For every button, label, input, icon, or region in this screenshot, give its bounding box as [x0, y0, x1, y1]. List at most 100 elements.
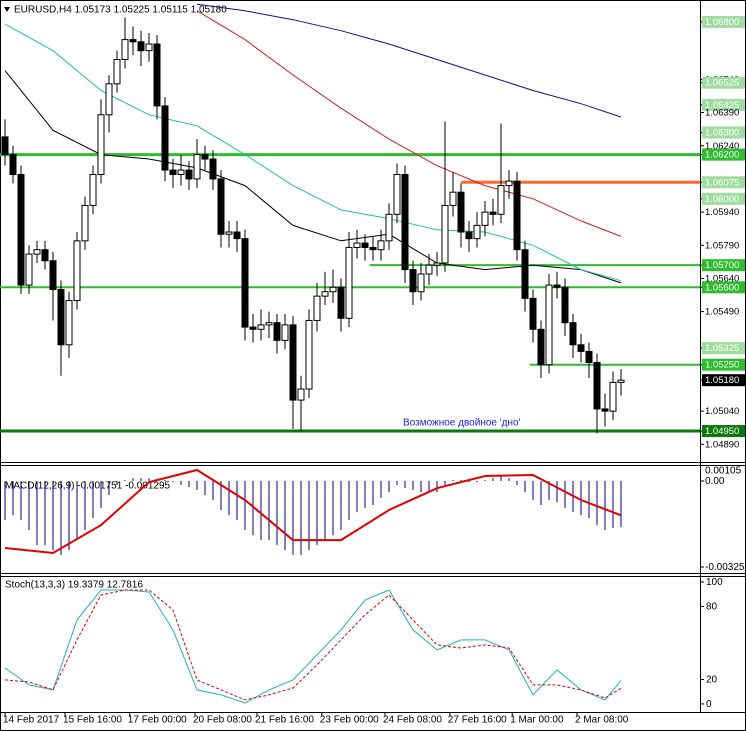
candle-body	[401, 174, 409, 271]
time-label: 15 Feb 16:00	[63, 715, 122, 726]
candle-body	[617, 379, 625, 383]
candle-body	[89, 174, 97, 206]
macd-scale-max: 0.00105	[705, 466, 742, 477]
symbol-menu-icon[interactable]	[4, 7, 10, 12]
candle-body	[441, 204, 449, 264]
candle-body	[201, 154, 209, 160]
candle-body	[73, 240, 81, 302]
price-label: 1.04890	[705, 439, 739, 450]
candle-body	[137, 41, 145, 52]
moving-average	[196, 10, 622, 237]
time-label: 27 Feb 16:00	[448, 715, 507, 726]
candle-body	[305, 319, 313, 390]
candle-body	[25, 253, 33, 286]
price-label-bg	[702, 259, 745, 272]
time-label: 2 Mar 08:00	[575, 715, 629, 726]
candle-body	[425, 264, 433, 275]
price-label: 1.06200	[705, 150, 739, 161]
price-label: 1.05640	[705, 273, 739, 284]
price-label-bg	[702, 374, 745, 387]
stoch-line	[4, 589, 622, 704]
candle-body	[209, 158, 217, 180]
candle-body	[457, 191, 465, 233]
price-label: 1.05250	[705, 360, 739, 371]
candle-body	[121, 39, 129, 60]
time-label: 23 Feb 00:00	[320, 715, 379, 726]
price-label: 1.05040	[705, 406, 739, 417]
candle-body	[289, 324, 297, 401]
price-label: 1.06000	[705, 194, 739, 205]
candle-body	[265, 322, 273, 326]
price-label-bg	[702, 98, 745, 111]
candle-body	[297, 388, 305, 401]
price-label: 1.06390	[705, 108, 739, 119]
macd-label: -0.003259	[705, 562, 746, 573]
price-label-bg	[702, 176, 745, 189]
candle-body	[249, 326, 257, 330]
candle-body	[105, 83, 113, 116]
price-label-bg	[702, 126, 745, 139]
time-label: 21 Feb 16:00	[255, 715, 314, 726]
annotation: Возможное двойное 'дно'	[403, 418, 521, 429]
price-label: 1.06800	[705, 17, 739, 28]
candle-body	[217, 178, 225, 235]
candle-body	[561, 286, 569, 324]
candle-body	[241, 238, 249, 328]
price-label-bg	[702, 281, 745, 294]
price-label-bg	[702, 425, 745, 438]
price-label-bg	[702, 192, 745, 205]
price-label: 1.06240	[705, 141, 739, 152]
candle-body	[601, 408, 609, 412]
price-label: 1.06075	[705, 177, 739, 188]
candle-body	[129, 39, 137, 43]
candle-body	[329, 286, 337, 293]
candle-body	[473, 224, 481, 240]
price-label: 1.05490	[705, 307, 739, 318]
stoch-label: 80	[706, 602, 718, 613]
stoch-label: 100	[706, 577, 723, 588]
candle-body	[113, 59, 121, 85]
candle-body	[409, 269, 417, 293]
candle-body	[593, 361, 601, 410]
candle-body	[569, 322, 577, 346]
price-label: 1.05180	[705, 375, 739, 386]
candle-body	[41, 249, 49, 262]
candle-body	[505, 180, 513, 187]
candle-body	[369, 246, 377, 251]
candle-body	[481, 211, 489, 226]
candle-body	[185, 169, 193, 180]
candle-body	[145, 43, 153, 52]
candle-body	[609, 381, 617, 412]
price-label: 1.05790	[705, 240, 739, 251]
candle-body	[497, 185, 505, 215]
candle-body	[545, 284, 553, 366]
candle-body	[233, 231, 241, 240]
candle-body	[161, 105, 169, 171]
candle-body	[193, 154, 201, 180]
stoch-label: 0	[706, 699, 712, 710]
candle-body	[537, 328, 545, 366]
candle-body	[81, 204, 89, 242]
price-label: 1.05600	[705, 282, 739, 293]
candle-body	[529, 297, 537, 330]
candle-body	[577, 344, 585, 352]
candle-body	[97, 114, 105, 175]
candle-body	[321, 291, 329, 297]
candle-body	[465, 231, 473, 240]
candle-body	[417, 273, 425, 293]
candle-body	[489, 211, 497, 215]
candle-body	[313, 295, 321, 321]
candle-body	[337, 286, 345, 319]
candle-body	[521, 249, 529, 299]
candle-body	[9, 154, 17, 176]
candle-body	[177, 169, 185, 175]
macd-title: MACD(12,26,9) -0.001751 -0.001295	[5, 481, 171, 492]
candle-body	[345, 246, 353, 319]
price-label: 1.06300	[705, 127, 739, 138]
time-label: 17 Feb 00:00	[128, 715, 187, 726]
time-label: 20 Feb 08:00	[193, 715, 252, 726]
candle-body	[385, 213, 393, 242]
price-label-bg	[702, 342, 745, 355]
price-label-bg	[702, 76, 745, 89]
